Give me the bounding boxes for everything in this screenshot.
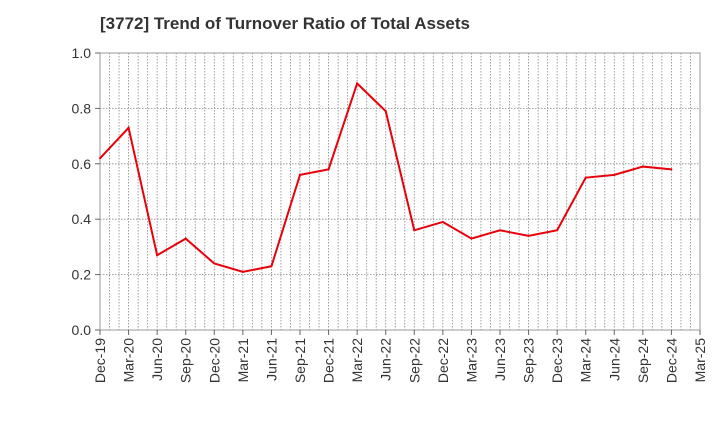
x-tick-label: Dec-23 xyxy=(549,338,565,383)
data-point xyxy=(99,157,101,160)
x-tick-label: Mar-21 xyxy=(235,338,251,383)
chart-title: [3772] Trend of Turnover Ratio of Total … xyxy=(100,14,470,33)
y-tick-label: 0.4 xyxy=(72,211,92,227)
data-point xyxy=(356,82,359,85)
x-tick-label: Sep-23 xyxy=(521,338,537,383)
data-point xyxy=(527,234,530,237)
data-point xyxy=(270,265,273,268)
data-point xyxy=(299,173,301,176)
x-tick-label: Jun-23 xyxy=(492,338,508,381)
data-point xyxy=(384,110,387,113)
x-tick-label: Mar-20 xyxy=(121,338,137,383)
data-point xyxy=(441,220,444,223)
axes xyxy=(95,52,701,335)
grid-lines xyxy=(100,53,700,330)
data-point xyxy=(499,229,501,232)
data-point xyxy=(556,229,559,232)
x-tick-label: Dec-21 xyxy=(321,338,337,383)
x-tick-label: Jun-24 xyxy=(606,338,622,381)
data-point xyxy=(670,168,673,171)
data-point xyxy=(584,176,587,179)
x-tick-label: Dec-20 xyxy=(206,338,222,383)
data-point xyxy=(413,229,416,232)
data-point xyxy=(470,237,473,240)
tick-labels: 0.0 0.2 0.4 0.6 0.8 1.0 Dec-19 Mar-20 Jun-20 Sep-… xyxy=(72,45,708,383)
y-tick-label: 0.2 xyxy=(72,267,92,283)
data-point xyxy=(241,270,244,273)
x-tick-label: Mar-25 xyxy=(692,338,708,383)
x-tick-label: Sep-24 xyxy=(635,338,651,383)
plot-frame xyxy=(99,52,701,331)
data-point xyxy=(127,126,130,129)
data-point xyxy=(213,262,216,265)
series-layer xyxy=(99,81,673,273)
x-tick-label: Dec-19 xyxy=(92,338,108,383)
x-tick-label: Mar-23 xyxy=(463,338,479,383)
x-tick-label: Dec-24 xyxy=(663,338,679,383)
data-point xyxy=(641,165,644,168)
x-tick-label: Mar-24 xyxy=(578,338,594,383)
x-tick-label: Sep-21 xyxy=(292,338,308,383)
data-point xyxy=(184,237,187,240)
data-point xyxy=(613,173,616,176)
x-tick-label: Jun-22 xyxy=(378,338,394,381)
data-point xyxy=(156,254,159,257)
x-tick-label: Jun-20 xyxy=(149,338,165,381)
x-tick-label: Sep-20 xyxy=(178,338,194,383)
x-tick-label: Jun-21 xyxy=(263,338,279,381)
data-point xyxy=(327,168,330,171)
y-tick-label: 0.6 xyxy=(72,156,92,172)
x-tick-label: Dec-22 xyxy=(435,338,451,383)
y-tick-label: 0.8 xyxy=(72,100,92,116)
x-tick-label: Sep-22 xyxy=(406,338,422,383)
x-tick-label: Mar-22 xyxy=(349,338,365,383)
y-tick-label: 0.0 xyxy=(72,322,92,338)
y-tick-label: 1.0 xyxy=(72,45,92,61)
